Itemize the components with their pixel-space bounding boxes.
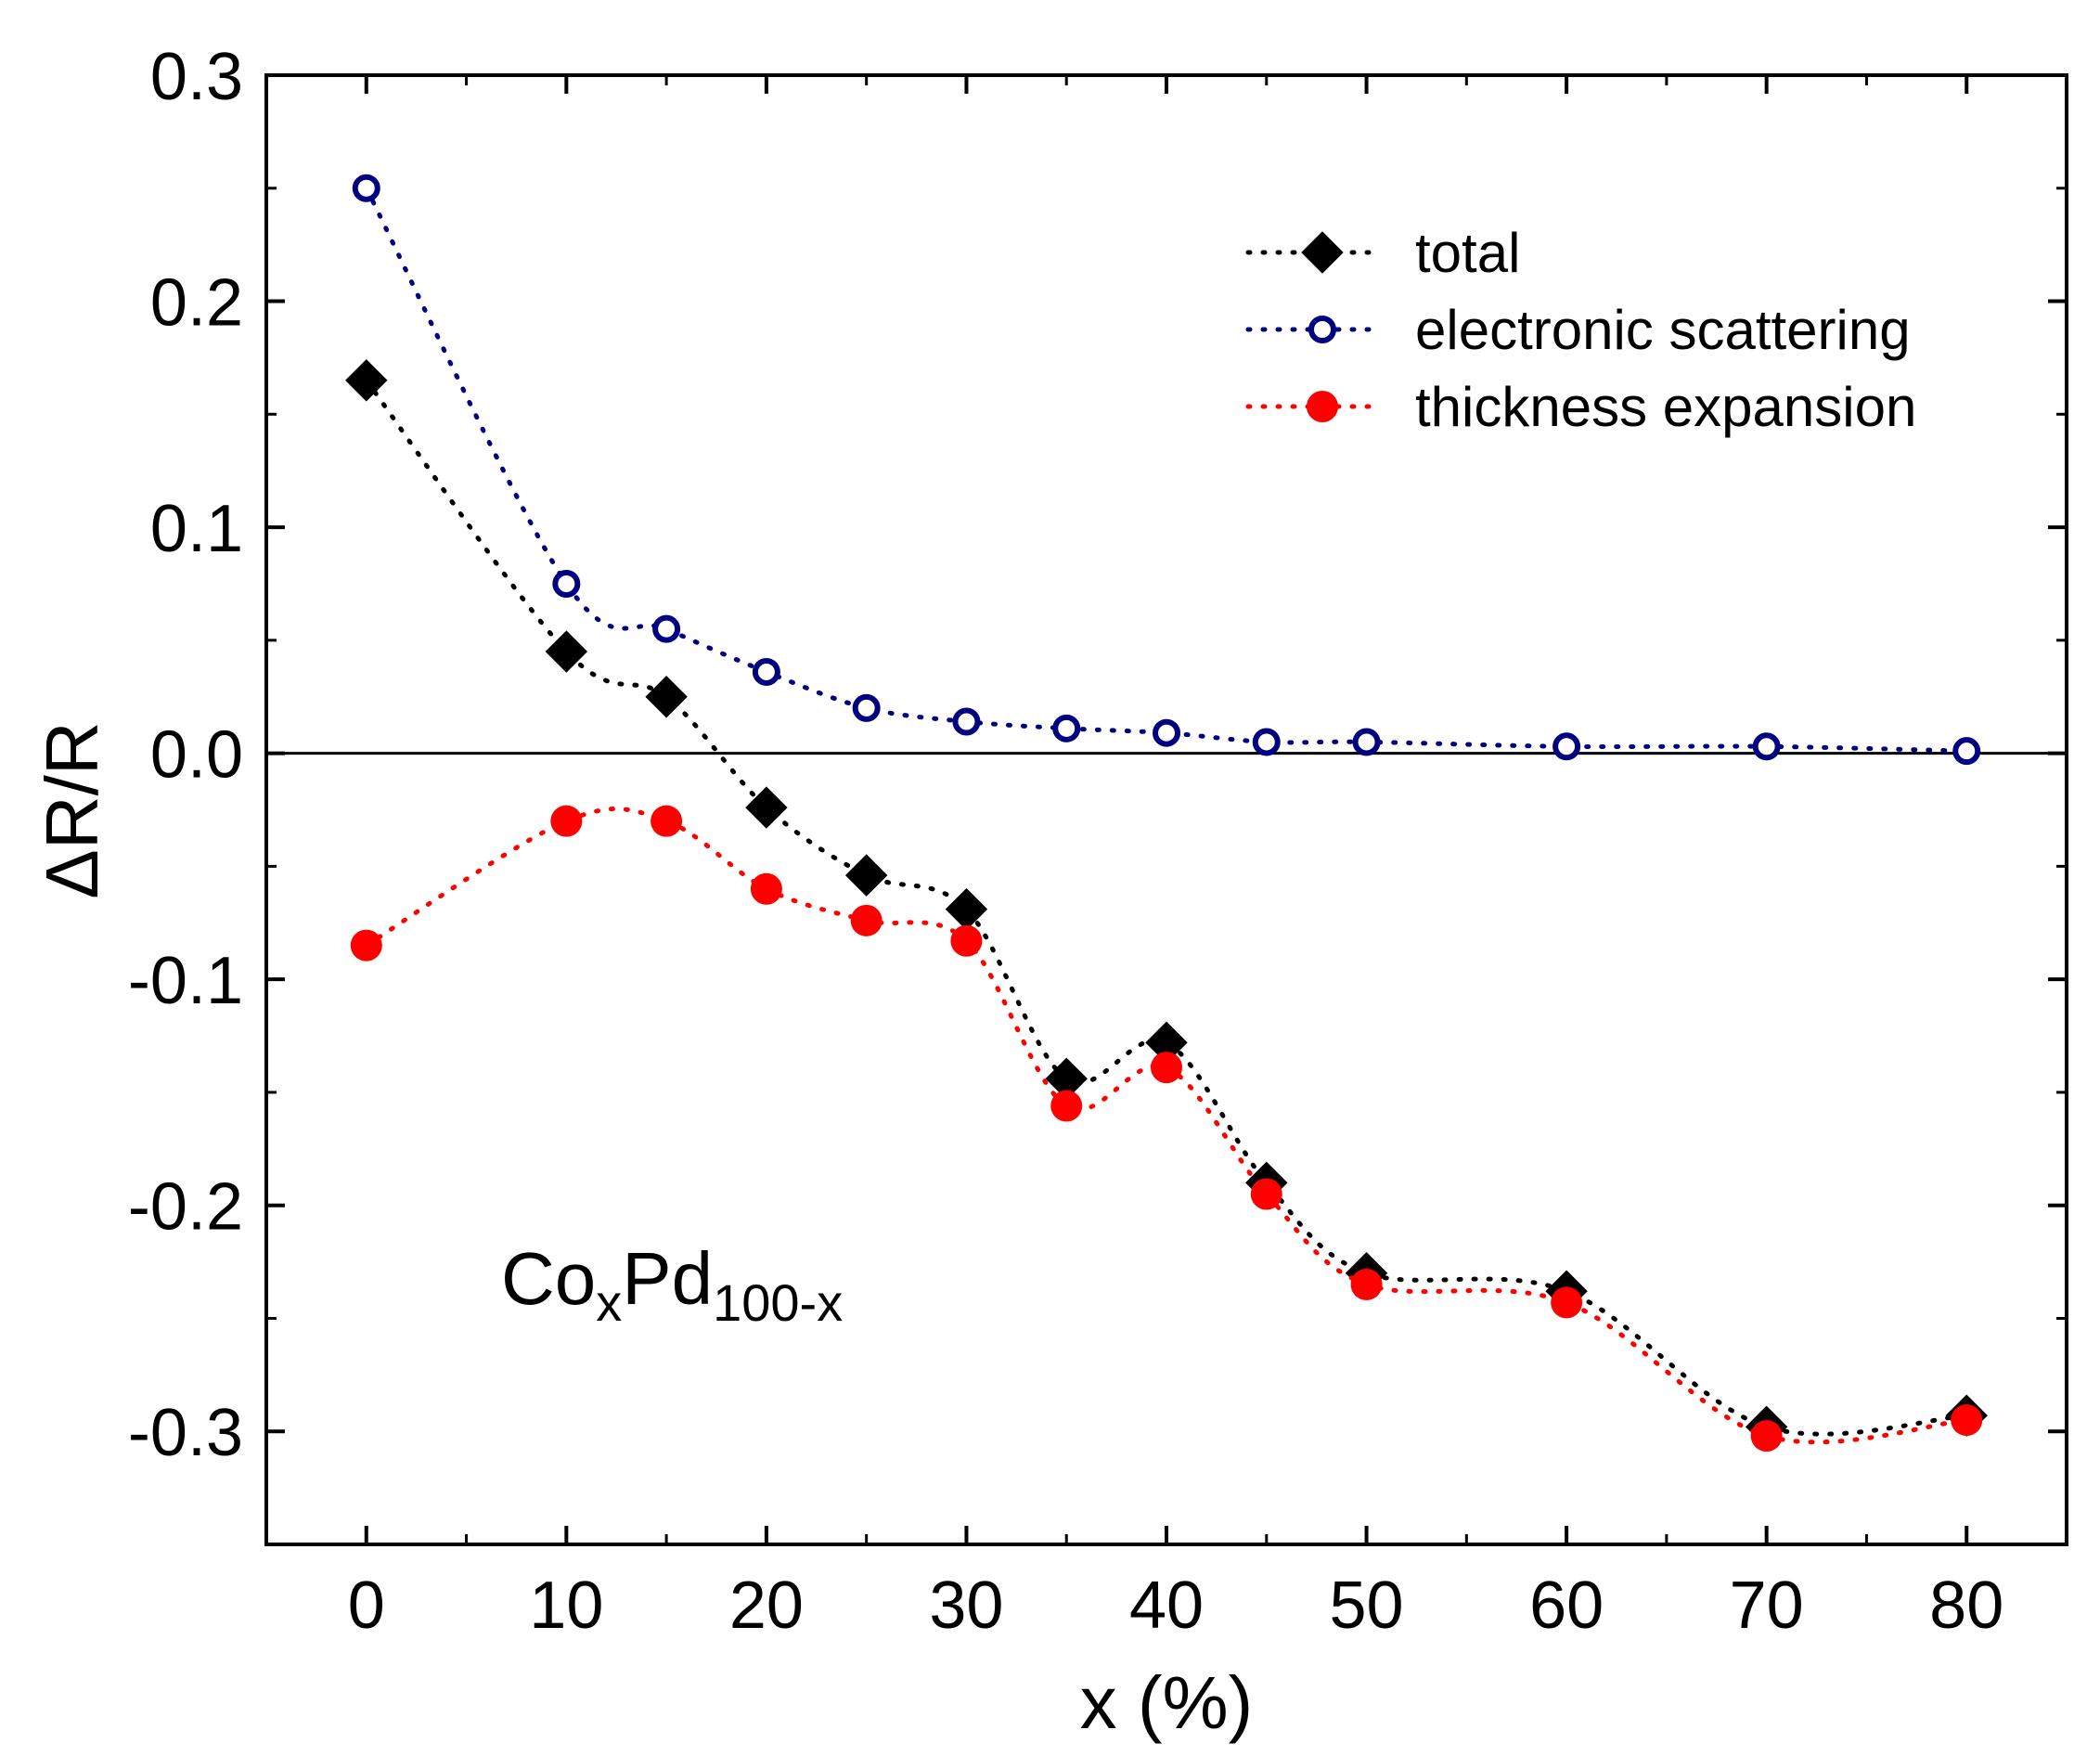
x-tick-label: 20 — [729, 1569, 804, 1643]
data-point — [352, 174, 380, 202]
legend-marker — [1301, 231, 1344, 274]
legend-entry: total — [1245, 222, 1520, 284]
x-tick-label: 50 — [1330, 1569, 1404, 1643]
data-point — [752, 657, 780, 686]
data-point — [745, 786, 788, 829]
legend-marker — [1307, 391, 1338, 422]
y-axis-title: ΔR/R — [31, 721, 113, 898]
data-point — [545, 630, 588, 673]
series-layer — [345, 174, 1988, 1453]
x-tick-label: 70 — [1730, 1569, 1804, 1643]
annotation-base-1: Co — [501, 1237, 596, 1320]
data-point — [1352, 728, 1381, 756]
x-tick-label: 0 — [348, 1569, 385, 1643]
data-point — [550, 805, 583, 837]
data-point — [1050, 1090, 1083, 1122]
axis-ticks — [264, 73, 2068, 1544]
annotation-base-2: Pd — [622, 1237, 713, 1320]
legend-marker — [1308, 316, 1336, 343]
series-line — [364, 378, 1969, 1437]
y-tick-label: -0.3 — [128, 1396, 243, 1470]
annotation-sub-1: x — [596, 1273, 622, 1332]
annotation-sub-2: 100-x — [713, 1273, 843, 1332]
y-tick-label: -0.2 — [128, 1170, 243, 1245]
legend-label: thickness expansion — [1415, 376, 1916, 438]
y-tick-label: 0.0 — [150, 718, 243, 793]
x-tick-label: 10 — [529, 1569, 603, 1643]
data-point — [350, 929, 382, 962]
series-line — [364, 186, 1969, 754]
data-point — [1952, 737, 1981, 766]
data-point — [945, 887, 988, 931]
data-point — [1350, 1268, 1383, 1300]
data-point — [1951, 1404, 1983, 1437]
data-point — [850, 904, 883, 936]
series-line — [364, 807, 1969, 1445]
legend: total electronic scattering thickness expa… — [1245, 222, 1916, 438]
data-point — [1250, 1178, 1282, 1210]
data-point — [652, 614, 681, 643]
legend-label: electronic scattering — [1415, 299, 1911, 361]
x-tick-label: 60 — [1529, 1569, 1604, 1643]
data-point — [852, 693, 881, 722]
data-point — [1752, 732, 1781, 761]
data-point — [552, 569, 581, 598]
y-tick-label: 0.2 — [150, 266, 243, 341]
legend-label: total — [1415, 222, 1520, 284]
data-point — [1750, 1420, 1783, 1453]
data-point — [1252, 728, 1281, 756]
legend-entry: thickness expansion — [1245, 376, 1916, 438]
data-point — [645, 676, 688, 718]
data-point — [952, 707, 981, 736]
data-point — [345, 359, 388, 402]
x-tick-label: 80 — [1929, 1569, 2003, 1643]
y-tick-label: -0.1 — [128, 944, 243, 1018]
data-point — [1552, 732, 1581, 761]
data-point — [651, 805, 683, 837]
y-tick-label: 0.3 — [150, 40, 243, 114]
composition-annotation: CoxPd100-x — [501, 1237, 843, 1332]
data-point — [1551, 1286, 1583, 1319]
data-point — [844, 854, 888, 897]
data-point — [750, 872, 782, 905]
plot-frame — [264, 73, 2068, 1546]
series-thickness-expansion — [350, 805, 1983, 1453]
axis-tick-labels: 0 10 20 30 40 50 60 70 80 -0.3 -0.2 -0.1 0.0 0.1 0.2 0.… — [128, 40, 2003, 1643]
legend-entry: electronic scattering — [1245, 299, 1911, 361]
series-electronic-scattering — [352, 174, 1981, 766]
x-axis-title: x (%) — [1080, 1661, 1254, 1744]
data-point — [1052, 714, 1081, 742]
y-tick-label: 0.1 — [150, 492, 243, 566]
x-tick-label: 40 — [1129, 1569, 1204, 1643]
x-tick-label: 30 — [929, 1569, 1003, 1643]
data-point — [1153, 718, 1180, 747]
data-point — [1151, 1052, 1182, 1084]
data-point — [950, 924, 983, 957]
